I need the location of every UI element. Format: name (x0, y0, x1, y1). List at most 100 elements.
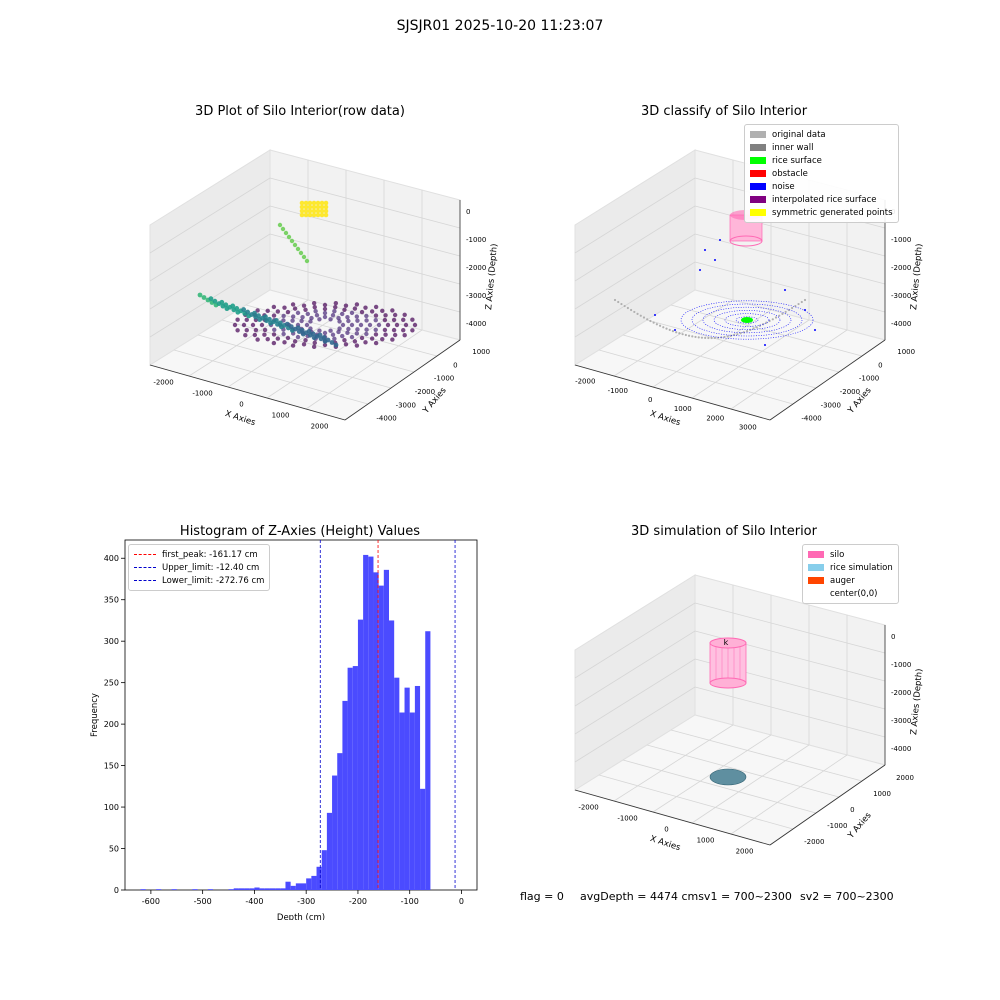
p1-point (373, 318, 378, 323)
p1-point (322, 302, 328, 308)
p1-ytick-label: 0 (453, 361, 457, 369)
p2-y-axis-line (769, 339, 886, 421)
p1-point (275, 336, 281, 341)
p2-point-original (678, 332, 681, 335)
p2-point-original (787, 308, 790, 312)
p1-point (322, 314, 328, 320)
hist-bar (254, 887, 260, 890)
p2-legend-swatch (750, 209, 766, 216)
p2-point-original (803, 298, 807, 302)
p4-grid (574, 658, 696, 735)
p1-point (312, 304, 317, 310)
p4-silo-bottom (709, 677, 747, 689)
p2-grid (730, 329, 848, 410)
p1-point (301, 342, 307, 347)
p4-ztick-label: -4000 (891, 745, 911, 753)
p2-point-noise (699, 269, 701, 271)
hist-bar (233, 888, 239, 890)
hist-xtick-label: -200 (349, 897, 367, 906)
p4-grid (574, 630, 696, 707)
hist-ytick-label: 300 (104, 637, 119, 646)
p1-point (319, 200, 325, 206)
p1-point (281, 318, 286, 323)
hist-bar (275, 888, 281, 890)
p1-point (244, 317, 249, 323)
p2-point-original (781, 312, 784, 315)
p4-rice-simulation (709, 768, 747, 786)
p4-x-axis-line (574, 789, 771, 846)
p2-legend-item: rice surface (750, 154, 893, 167)
p1-point (315, 200, 321, 206)
hist-xtick-label: 0 (459, 897, 464, 906)
p1-point (212, 298, 218, 304)
p4-grid (730, 754, 848, 835)
hist-xtick-label: -300 (297, 897, 315, 906)
p1-point (315, 208, 321, 214)
p4-xtick-label: 1000 (697, 837, 715, 845)
status-sv2: sv2 = 700~2300 (800, 890, 894, 903)
p2-ytick-label: 1000 (897, 348, 915, 356)
p2-xtick-label: 0 (648, 396, 652, 404)
p1-grid (149, 177, 271, 254)
hist-bar (352, 666, 358, 890)
p1-point (394, 322, 400, 328)
p1-point (401, 327, 406, 333)
p1-point (250, 322, 256, 328)
p1-point (285, 335, 291, 341)
p4-ztick-label: 0 (891, 633, 895, 641)
p1-point (303, 212, 309, 218)
p2-point-noise (704, 249, 706, 251)
p2-point-noise (714, 259, 716, 261)
p1-point (323, 212, 329, 218)
p4-legend-item: center(0,0) (808, 587, 893, 600)
p4-legend-label: rice simulation (830, 562, 893, 573)
p1-point (290, 343, 296, 348)
p1-point (286, 234, 292, 240)
p1-point (330, 313, 336, 318)
p1-point (325, 337, 331, 343)
p2-point-original (652, 321, 655, 324)
hist-bar (207, 889, 213, 890)
hist-bar (347, 667, 353, 890)
p1-point (349, 334, 355, 340)
p1-ytick-label: 1000 (472, 348, 490, 356)
p1-point (283, 230, 289, 236)
p2-point-noise (654, 314, 656, 316)
p1-point (328, 328, 333, 333)
p1-point (243, 333, 248, 338)
hist-xtick-label: -500 (194, 897, 212, 906)
p2-point-original (745, 329, 749, 333)
p1-point (235, 317, 240, 322)
p2-ytick-label: -3000 (821, 401, 841, 409)
p2-ytick-label: -1000 (859, 375, 879, 383)
p1-point (290, 302, 296, 307)
p1-point (359, 335, 365, 341)
p1-point (336, 315, 341, 321)
p2-point-original (794, 304, 797, 308)
hist-ytick-label: 400 (104, 554, 119, 563)
p1-point (392, 312, 398, 318)
p1-point (410, 328, 415, 333)
p1-point (352, 339, 358, 344)
p2-point-original (665, 327, 668, 330)
p1-point (290, 318, 295, 323)
p2-point-original (684, 333, 687, 337)
hist-bar (368, 556, 374, 890)
p2-x-axis-line (574, 364, 771, 421)
p1-grid (269, 233, 461, 285)
p1-point (197, 292, 203, 298)
p1-grid (221, 319, 415, 373)
p2-rice-surface (741, 317, 753, 323)
p1-grid (227, 309, 347, 388)
p1-point (355, 318, 360, 323)
hist-bar (140, 889, 146, 890)
p4-grid (691, 744, 810, 824)
p1-xlabel: X Axies (224, 409, 257, 428)
p1-point (305, 311, 310, 317)
p1-point (272, 327, 277, 332)
p2-point-noise (719, 239, 721, 241)
hist-legend-item: Upper_limit: -12.40 cm (134, 561, 264, 574)
hist-bar (409, 712, 415, 890)
p2-point-original (649, 319, 652, 323)
